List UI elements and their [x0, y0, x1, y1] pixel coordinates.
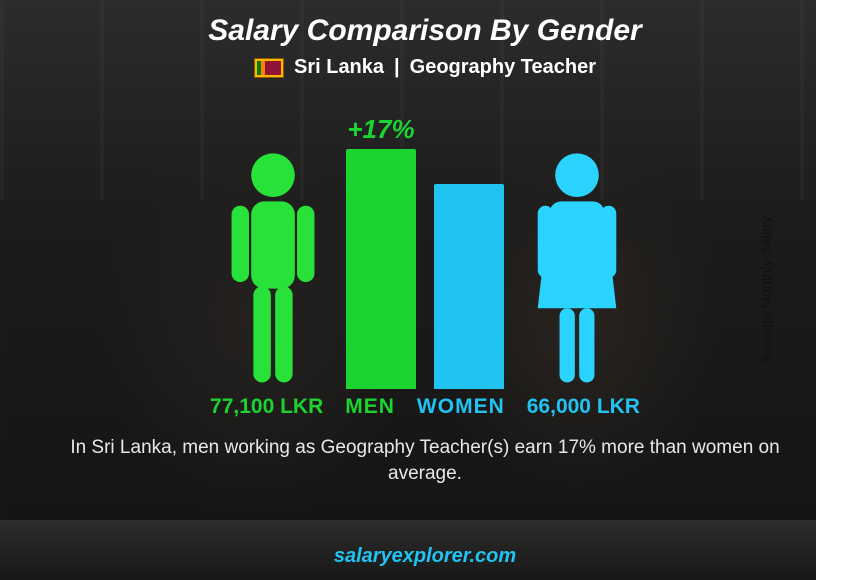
- comparison-chart: +17%: [218, 89, 632, 389]
- male-person-icon: [218, 149, 328, 389]
- footer-source: salaryexplorer.com: [0, 545, 850, 568]
- men-bar: [346, 149, 416, 389]
- men-bar-group: +17%: [346, 114, 416, 389]
- women-bar-group: [434, 184, 504, 389]
- country-label: Sri Lanka: [294, 56, 384, 79]
- men-salary-value: 77,100 LKR: [210, 395, 323, 419]
- page-title: Salary Comparison By Gender: [208, 14, 641, 48]
- subtitle-row: Sri Lanka | Geography Teacher: [254, 56, 596, 79]
- female-person-icon: [522, 149, 632, 389]
- description-text: In Sri Lanka, men working as Geography T…: [65, 435, 785, 486]
- infographic-content: Salary Comparison By Gender Sri Lanka | …: [0, 0, 850, 580]
- labels-row: 77,100 LKR MEN WOMEN 66,000 LKR: [210, 395, 640, 419]
- delta-label: +17%: [347, 114, 414, 145]
- women-bar: [434, 184, 504, 389]
- role-label: Geography Teacher: [410, 56, 596, 79]
- women-salary-value: 66,000 LKR: [527, 395, 640, 419]
- separator: |: [394, 56, 400, 79]
- women-label: WOMEN: [417, 395, 505, 419]
- men-label: MEN: [345, 395, 395, 419]
- sri-lanka-flag-icon: [254, 58, 284, 78]
- y-axis-label: Average Monthly Salary: [758, 216, 774, 364]
